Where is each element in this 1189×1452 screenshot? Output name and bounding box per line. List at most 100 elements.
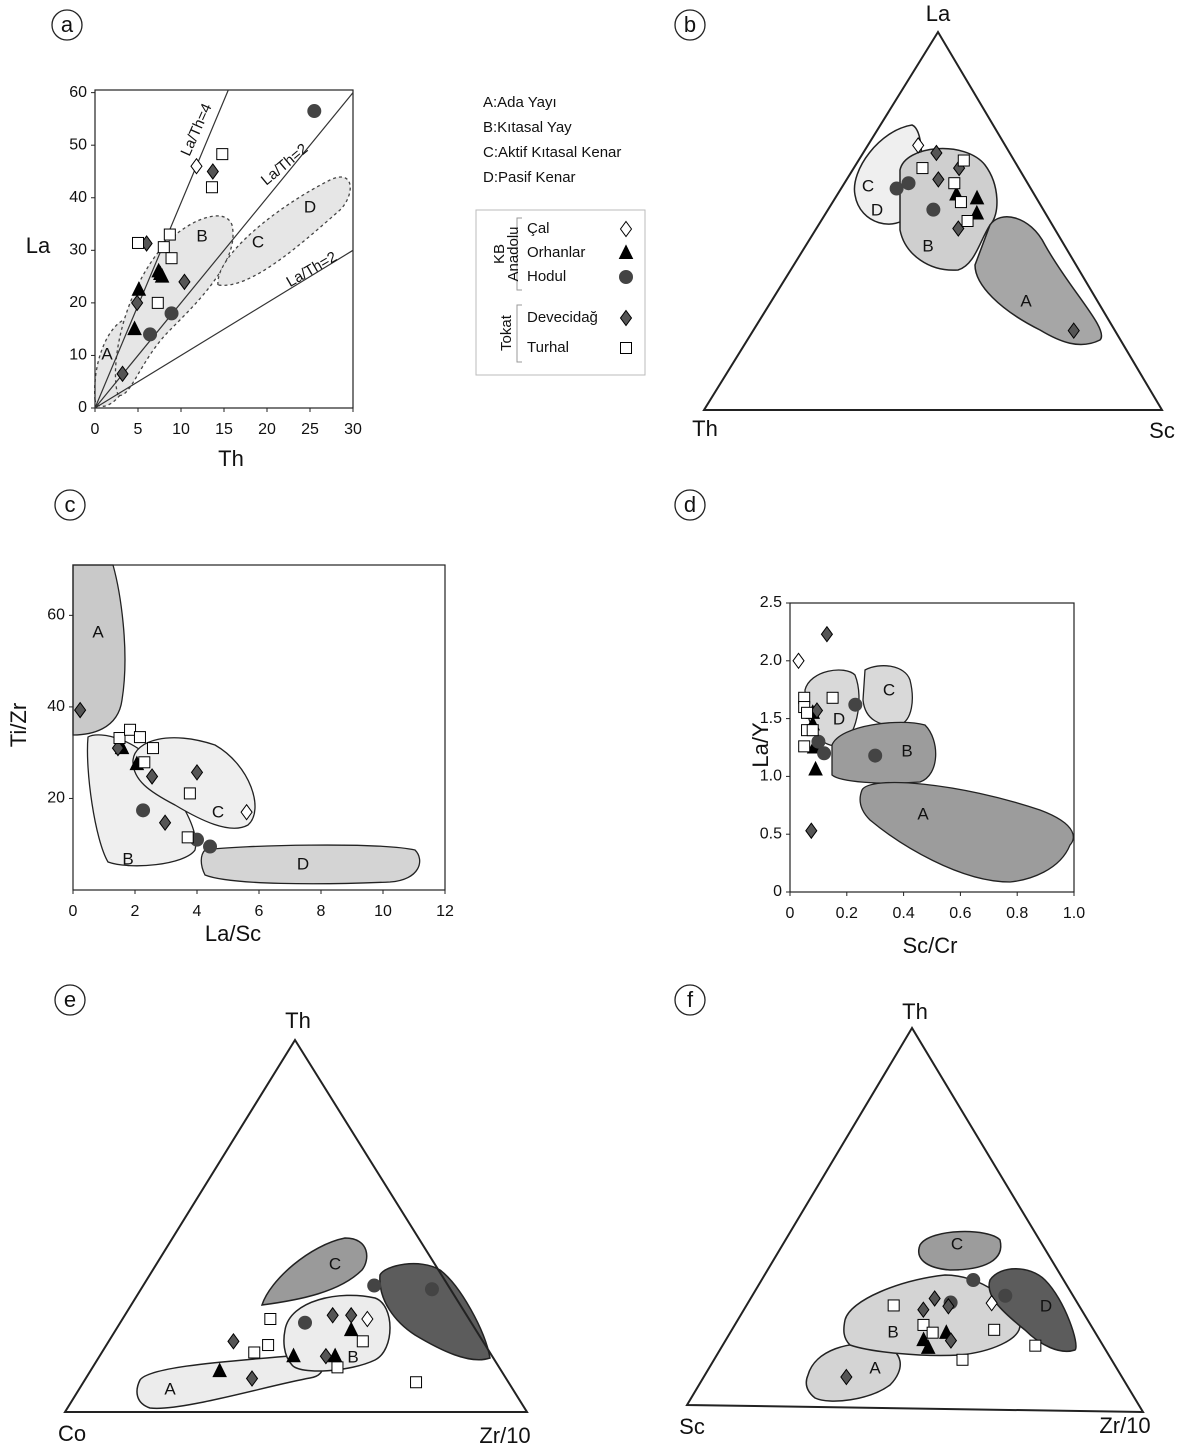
point	[840, 1368, 853, 1386]
point	[205, 181, 218, 194]
point	[307, 104, 322, 119]
panel-letter: b	[684, 12, 696, 37]
point	[930, 144, 943, 162]
field	[260, 1237, 368, 1306]
point	[143, 327, 158, 342]
point	[227, 1332, 240, 1350]
panel-letter: e	[64, 987, 76, 1012]
field	[217, 176, 351, 286]
legend-label: Devecidağ	[527, 309, 598, 326]
point	[111, 739, 125, 757]
x-tick-label: 0.2	[836, 905, 858, 922]
field-label: B	[922, 236, 933, 255]
x-tick-label: 0.8	[1006, 905, 1028, 922]
legend-field: D:Pasif Kenar	[483, 169, 576, 186]
legend-field: B:Kıtasal Yay	[483, 119, 572, 136]
field-label: D	[297, 854, 309, 873]
point	[848, 697, 863, 712]
point	[163, 228, 176, 241]
point	[1029, 1339, 1042, 1352]
field-label: B	[901, 741, 912, 760]
point	[245, 1370, 259, 1387]
legend-marker	[619, 220, 633, 238]
field-label: C	[252, 232, 264, 251]
field-label: C	[212, 802, 224, 821]
point	[410, 1376, 423, 1389]
point	[926, 202, 941, 217]
x-axis-label: La/Sc	[205, 921, 261, 946]
vertex-label: Zr/10	[479, 1423, 530, 1448]
field	[974, 216, 1103, 346]
point	[998, 1288, 1013, 1303]
y-tick-label: 0	[78, 399, 87, 416]
x-tick-label: 4	[193, 903, 202, 920]
field-label: A	[917, 804, 929, 823]
point	[133, 731, 146, 744]
point	[988, 1323, 1001, 1336]
y-tick-label: 20	[69, 294, 87, 311]
field	[114, 215, 234, 396]
point	[942, 1297, 955, 1315]
field-label: A	[101, 344, 113, 363]
field-label: C	[329, 1254, 341, 1273]
y-tick-label: 40	[47, 698, 65, 715]
y-tick-label: 50	[69, 136, 87, 153]
x-tick-label: 2	[131, 903, 140, 920]
point	[151, 296, 164, 309]
point	[792, 652, 805, 670]
reference-line	[94, 92, 354, 409]
field-label: C	[883, 680, 895, 699]
x-tick-label: 15	[215, 421, 233, 438]
point	[216, 148, 229, 161]
field-label: C	[951, 1234, 963, 1253]
point	[203, 839, 218, 854]
legend-label: Hodul	[527, 268, 566, 285]
point	[136, 803, 151, 818]
point	[820, 625, 834, 643]
field	[831, 721, 937, 784]
x-tick-label: 0	[69, 903, 78, 920]
point	[212, 1362, 227, 1378]
ternary-frame	[685, 1026, 1145, 1414]
panel-badge	[54, 489, 86, 521]
legend-label: Orhanlar	[527, 244, 585, 261]
field	[859, 781, 1074, 883]
point	[326, 1306, 339, 1324]
field-label: B	[122, 849, 133, 868]
y-tick-label: 60	[47, 607, 65, 624]
point	[805, 822, 818, 840]
legend-marker	[619, 309, 633, 327]
point	[343, 1321, 359, 1337]
point	[954, 196, 967, 209]
point	[956, 1353, 969, 1366]
panel-badge	[54, 984, 86, 1016]
point	[157, 241, 170, 254]
point	[367, 1278, 382, 1293]
point	[889, 181, 904, 196]
point	[916, 162, 929, 175]
reference-label: La/Th=2	[258, 140, 311, 189]
field	[843, 1274, 1021, 1357]
point	[944, 1332, 958, 1349]
ternary-frame	[63, 1038, 529, 1413]
field-label: B	[347, 1347, 358, 1366]
y-tick-label: 40	[69, 189, 87, 206]
point	[190, 157, 203, 175]
point	[298, 1315, 312, 1330]
point	[801, 706, 814, 719]
field	[200, 844, 421, 885]
point	[345, 1306, 358, 1324]
reference-line	[94, 249, 354, 409]
vertex-label: Th	[285, 1008, 311, 1033]
y-tick-label: 0.5	[760, 825, 782, 842]
legend-label: Turhal	[527, 339, 569, 356]
legend-label: Çal	[527, 220, 550, 237]
point	[190, 764, 204, 781]
x-tick-label: 5	[134, 421, 143, 438]
field	[72, 564, 126, 736]
point	[932, 171, 945, 188]
x-axis-label: Th	[218, 446, 244, 471]
point	[124, 723, 137, 736]
point	[319, 1347, 333, 1365]
